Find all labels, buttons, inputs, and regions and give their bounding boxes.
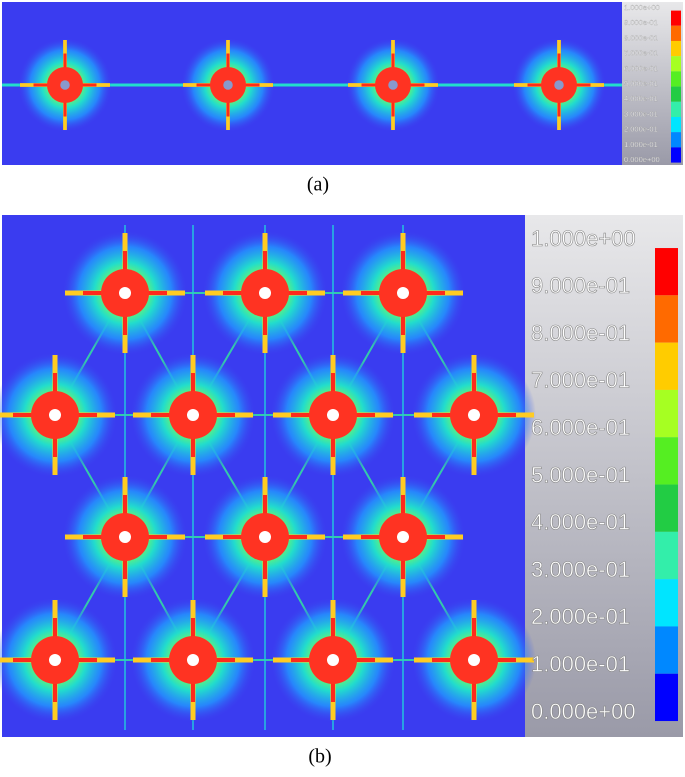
legend-label: 5.000e-01: [624, 79, 658, 88]
legend-swatch: [655, 626, 678, 674]
legend-swatch: [671, 116, 681, 133]
hole: [49, 654, 61, 666]
legend-swatch: [655, 531, 678, 580]
legend-label: 2.000e-01: [624, 125, 658, 134]
legend-swatch: [655, 673, 678, 722]
hole: [60, 80, 70, 90]
legend-label: 4.000e-01: [624, 94, 658, 103]
legend-label: 0.000e+00: [624, 155, 660, 164]
hole: [223, 80, 233, 90]
hole: [119, 287, 131, 299]
legend-swatch: [655, 295, 678, 343]
caption: (b): [308, 746, 331, 768]
hole: [327, 409, 339, 421]
hole: [187, 654, 199, 666]
legend-label: 6.000e-01: [624, 64, 658, 73]
legend-swatch: [655, 579, 678, 627]
legend-swatch: [655, 484, 678, 532]
legend-label: 1.000e+00: [624, 3, 660, 12]
hole: [468, 654, 480, 666]
legend-swatch: [671, 147, 681, 163]
legend-swatch: [655, 342, 678, 390]
legend-swatch: [671, 10, 681, 26]
legend-label: 3.000e-01: [531, 557, 630, 582]
hole: [49, 409, 61, 421]
legend-label: 3.000e-01: [624, 109, 658, 118]
hole: [187, 409, 199, 421]
legend-swatch: [671, 86, 681, 102]
legend-swatch: [655, 248, 678, 296]
hole: [119, 531, 131, 543]
legend-label: 7.000e-01: [624, 49, 658, 58]
field-b: [0, 225, 536, 730]
legend-label: 9.000e-01: [624, 18, 658, 27]
caption: (a): [307, 174, 329, 196]
legend-swatch: [671, 56, 681, 72]
legend-swatch: [671, 101, 681, 117]
legend-label: 2.000e-01: [531, 604, 630, 629]
legend-label: 1.000e-01: [531, 652, 630, 677]
hole: [468, 409, 480, 421]
field-a: [2, 38, 622, 132]
legend-label: 8.000e-01: [624, 33, 658, 42]
hole: [554, 80, 564, 90]
legend-swatch: [671, 40, 681, 57]
legend-swatch: [655, 389, 678, 438]
legend-label: 5.000e-01: [531, 462, 630, 487]
hole: [388, 80, 398, 90]
legend-label: 7.000e-01: [531, 368, 630, 393]
legend-label: 0.000e+00: [531, 699, 636, 724]
hole: [327, 654, 339, 666]
legend-swatch: [671, 132, 681, 148]
legend-swatch: [671, 71, 681, 87]
legend-label: 4.000e-01: [531, 510, 630, 535]
hole: [259, 531, 271, 543]
legend-label: 1.000e-01: [624, 140, 658, 149]
hole: [397, 531, 409, 543]
legend-label: 9.000e-01: [531, 273, 630, 298]
legend-swatch: [671, 25, 681, 41]
hole: [397, 287, 409, 299]
legend-swatch: [655, 437, 678, 485]
legend-label: 8.000e-01: [531, 320, 630, 345]
legend-label: 6.000e-01: [531, 415, 630, 440]
hole: [259, 287, 271, 299]
legend-label: 1.000e+00: [531, 226, 636, 251]
